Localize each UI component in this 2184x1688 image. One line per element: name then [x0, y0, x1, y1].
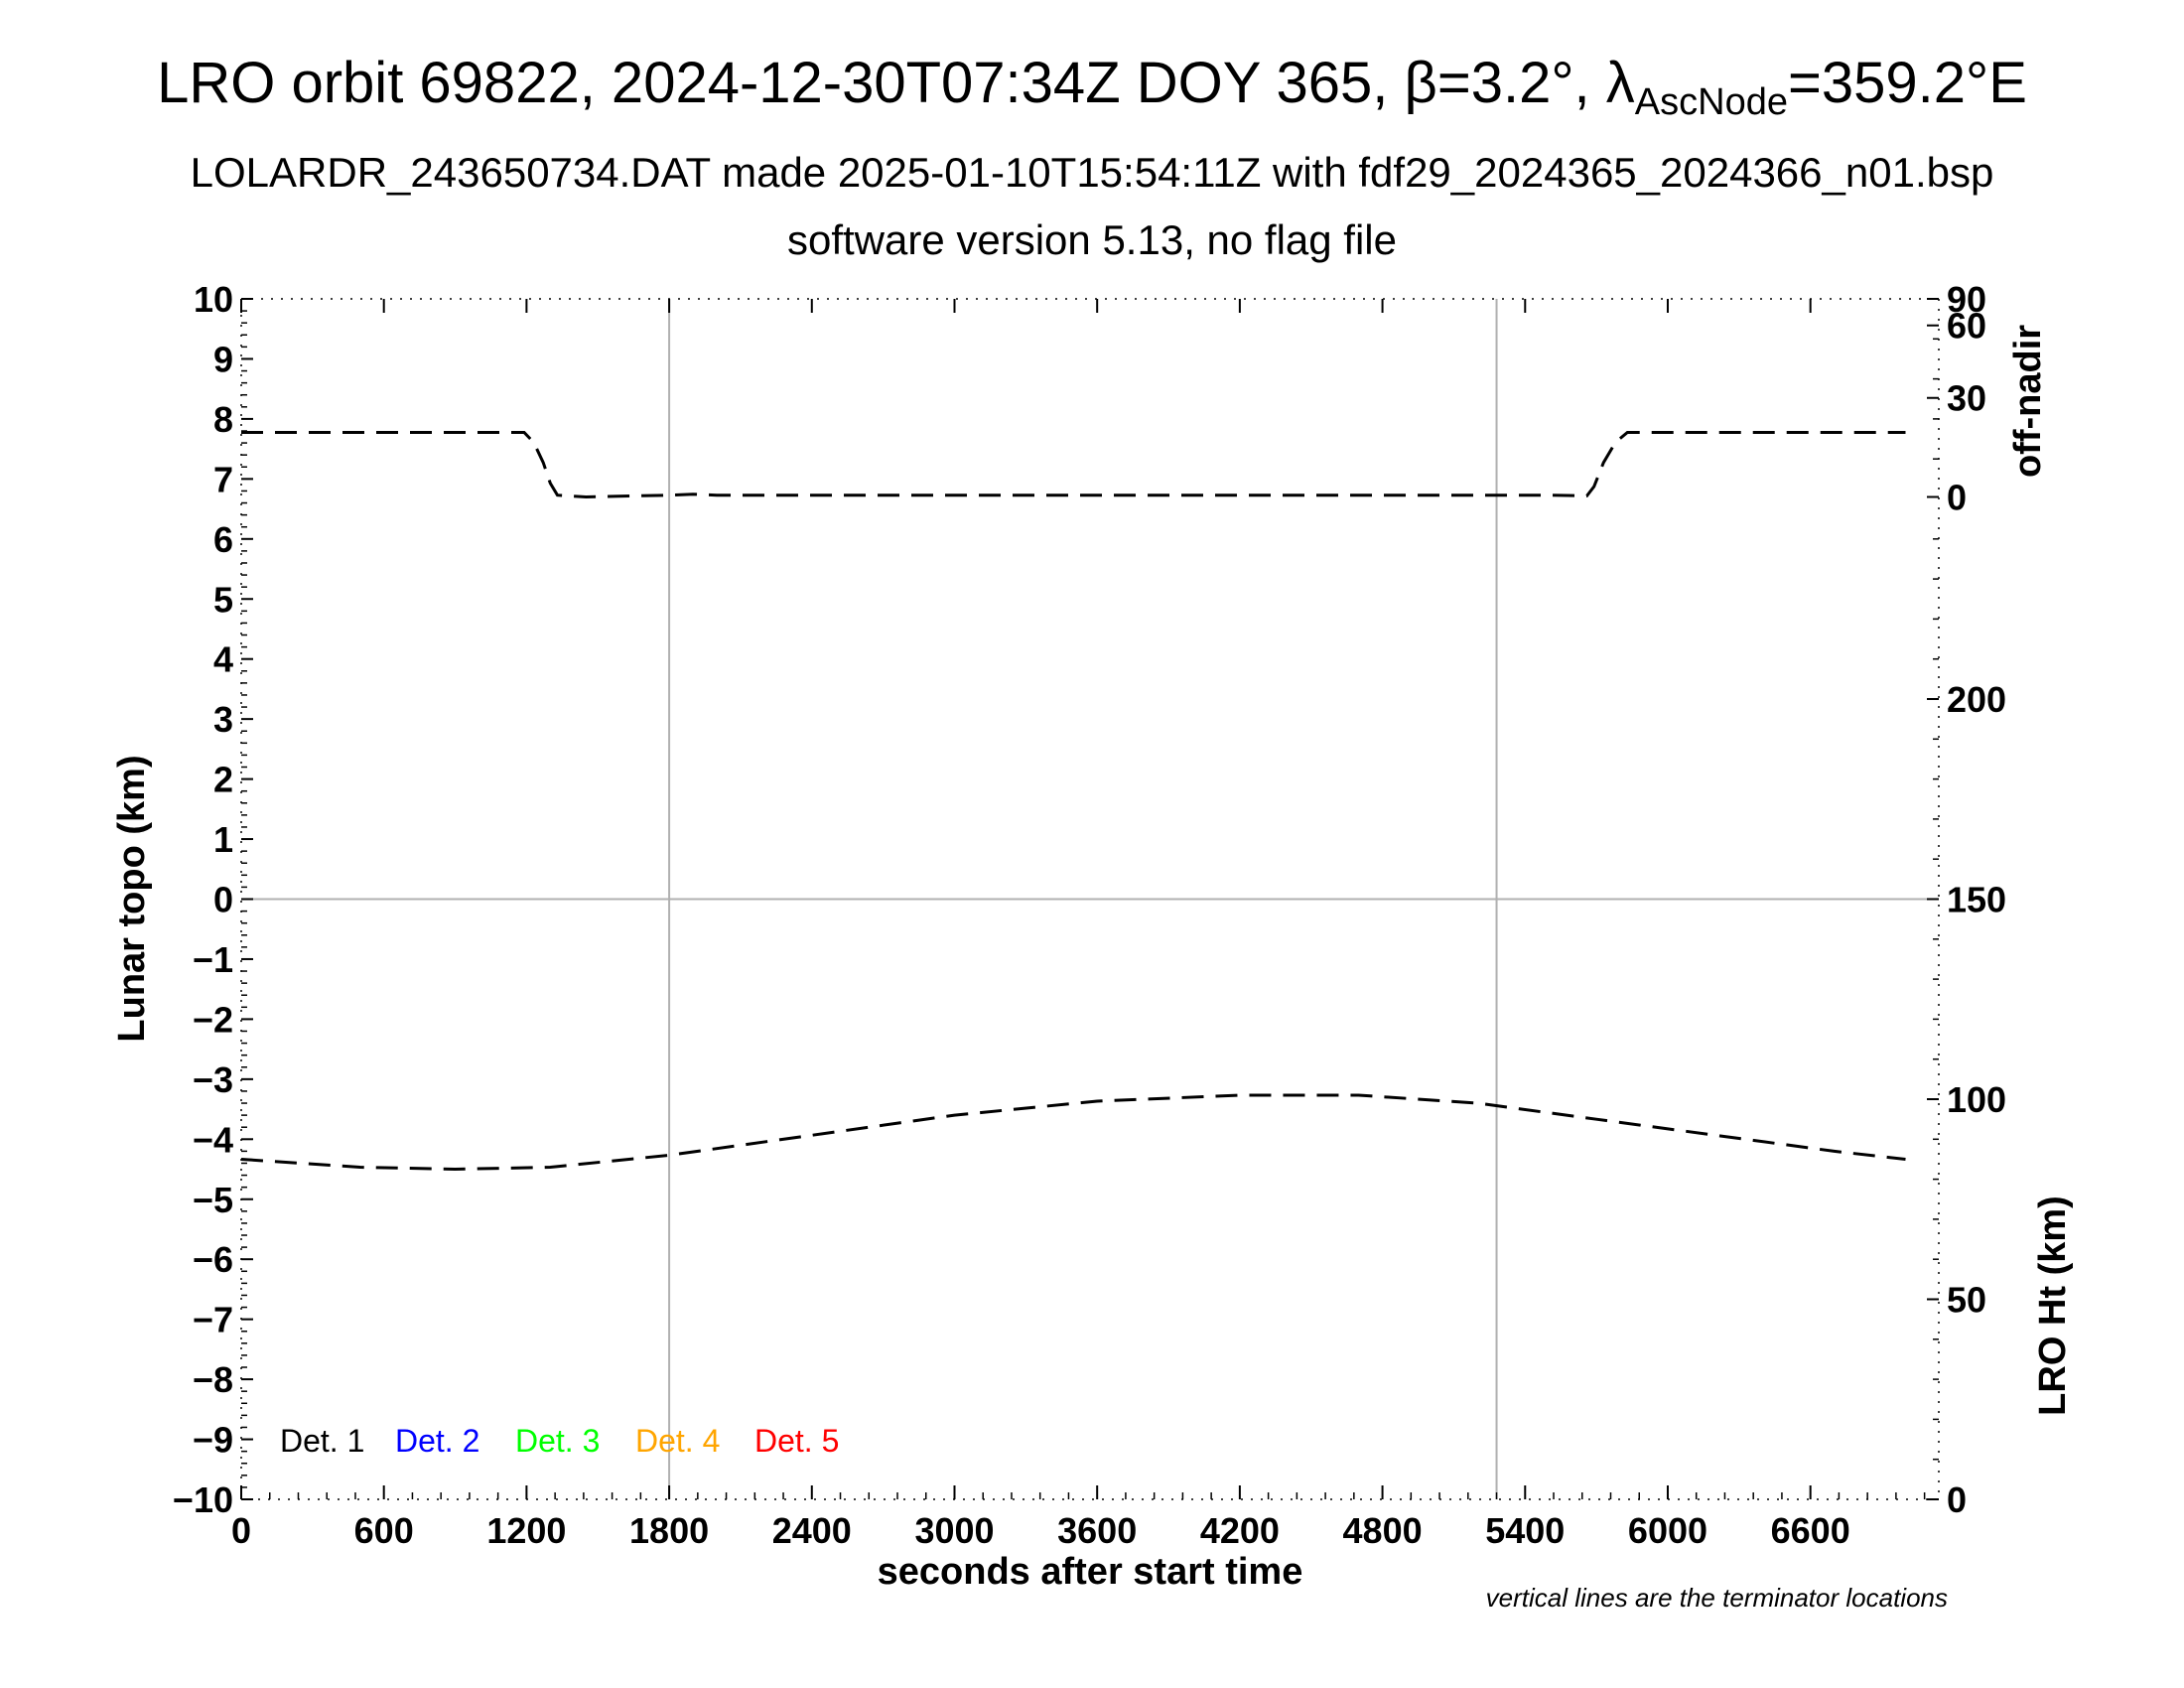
x-tick-label: 1800	[629, 1510, 709, 1551]
y-tick-label: 9	[213, 339, 233, 379]
x-tick-label: 2400	[772, 1510, 852, 1551]
y-tick-label: −4	[193, 1119, 233, 1160]
lro-ht-tick-label: 200	[1947, 679, 2006, 720]
legend-det-4: Det. 4	[635, 1423, 720, 1459]
y-tick-label: 5	[213, 579, 233, 620]
chart-subtitle-software: software version 5.13, no flag file	[786, 216, 1397, 263]
title-prefix: LRO orbit 69822, 2024-12-30T07:34Z DOY 3…	[157, 51, 1635, 115]
y-tick-label: −3	[193, 1059, 233, 1100]
x-tick-label: 6600	[1771, 1510, 1850, 1551]
off-nadir-tick-label: 90	[1947, 279, 1986, 320]
y-tick-label: 1	[213, 819, 233, 860]
lro-ht-tick-label: 0	[1947, 1479, 1967, 1520]
y-tick-label: −1	[193, 939, 233, 980]
x-tick-label: 0	[231, 1510, 251, 1551]
off-nadir-series-line	[241, 431, 1906, 499]
y-tick-label: 8	[213, 399, 233, 440]
off-nadir-tick-label: 30	[1947, 378, 1986, 419]
legend-det-2: Det. 2	[395, 1423, 479, 1459]
chart-title: LRO orbit 69822, 2024-12-30T07:34Z DOY 3…	[0, 50, 2184, 124]
off-nadir-tick-label: 60	[1947, 306, 1986, 347]
title-suffix: =359.2°E	[1787, 51, 2027, 115]
grid-layer	[241, 299, 1939, 1499]
y-tick-label: −8	[193, 1359, 233, 1400]
off-nadir-tick-label: 0	[1947, 477, 1967, 517]
y-axis-title: Lunar topo (km)	[111, 755, 153, 1042]
terminator-note: vertical lines are the terminator locati…	[1486, 1583, 1948, 1613]
y-tick-label: −9	[193, 1420, 233, 1461]
legend-det-5: Det. 5	[754, 1423, 839, 1459]
legend-det-1: Det. 1	[280, 1423, 364, 1459]
x-tick-label: 3000	[914, 1510, 994, 1551]
chart-subtitle-file: LOLARDR_243650734.DAT made 2025-01-10T15…	[190, 149, 1994, 196]
x-axis-title: seconds after start time	[878, 1551, 1303, 1593]
y-tick-label: 2	[213, 760, 233, 800]
x-tick-label: 5400	[1485, 1510, 1565, 1551]
x-tick-label: 600	[354, 1510, 414, 1551]
x-tick-label: 4200	[1200, 1510, 1280, 1551]
y-tick-label: −10	[173, 1479, 233, 1520]
x-tick-label: 6000	[1628, 1510, 1707, 1551]
x-tick-label: 3600	[1057, 1510, 1137, 1551]
y-tick-label: 3	[213, 699, 233, 740]
legend-det-3: Det. 3	[515, 1423, 600, 1459]
y-tick-label: −6	[193, 1239, 233, 1280]
lro-ht-axis-title: LRO Ht (km)	[2032, 1196, 2074, 1416]
series-layer	[240, 431, 1906, 1172]
lro-height-series-line	[240, 1093, 1906, 1172]
y-tick-label: 10	[194, 279, 233, 320]
title-subscript: AscNode	[1634, 81, 1788, 123]
lro-ht-tick-label: 150	[1947, 880, 2006, 920]
x-tick-label: 1200	[486, 1510, 566, 1551]
y-tick-label: −7	[193, 1300, 233, 1340]
lro-ht-tick-label: 50	[1947, 1280, 1986, 1321]
x-tick-label: 4800	[1343, 1510, 1423, 1551]
y-tick-label: 6	[213, 519, 233, 560]
y-tick-label: −5	[193, 1180, 233, 1220]
lro-ht-tick-label: 100	[1947, 1079, 2006, 1120]
y-tick-label: 4	[213, 639, 233, 680]
legend: Det. 1 Det. 2 Det. 3 Det. 4 Det. 5	[280, 1423, 839, 1459]
y-tick-label: 0	[213, 880, 233, 920]
y-tick-label: 7	[213, 459, 233, 499]
off-nadir-axis-title: off-nadir	[2007, 325, 2049, 478]
y-tick-label: −2	[193, 999, 233, 1040]
